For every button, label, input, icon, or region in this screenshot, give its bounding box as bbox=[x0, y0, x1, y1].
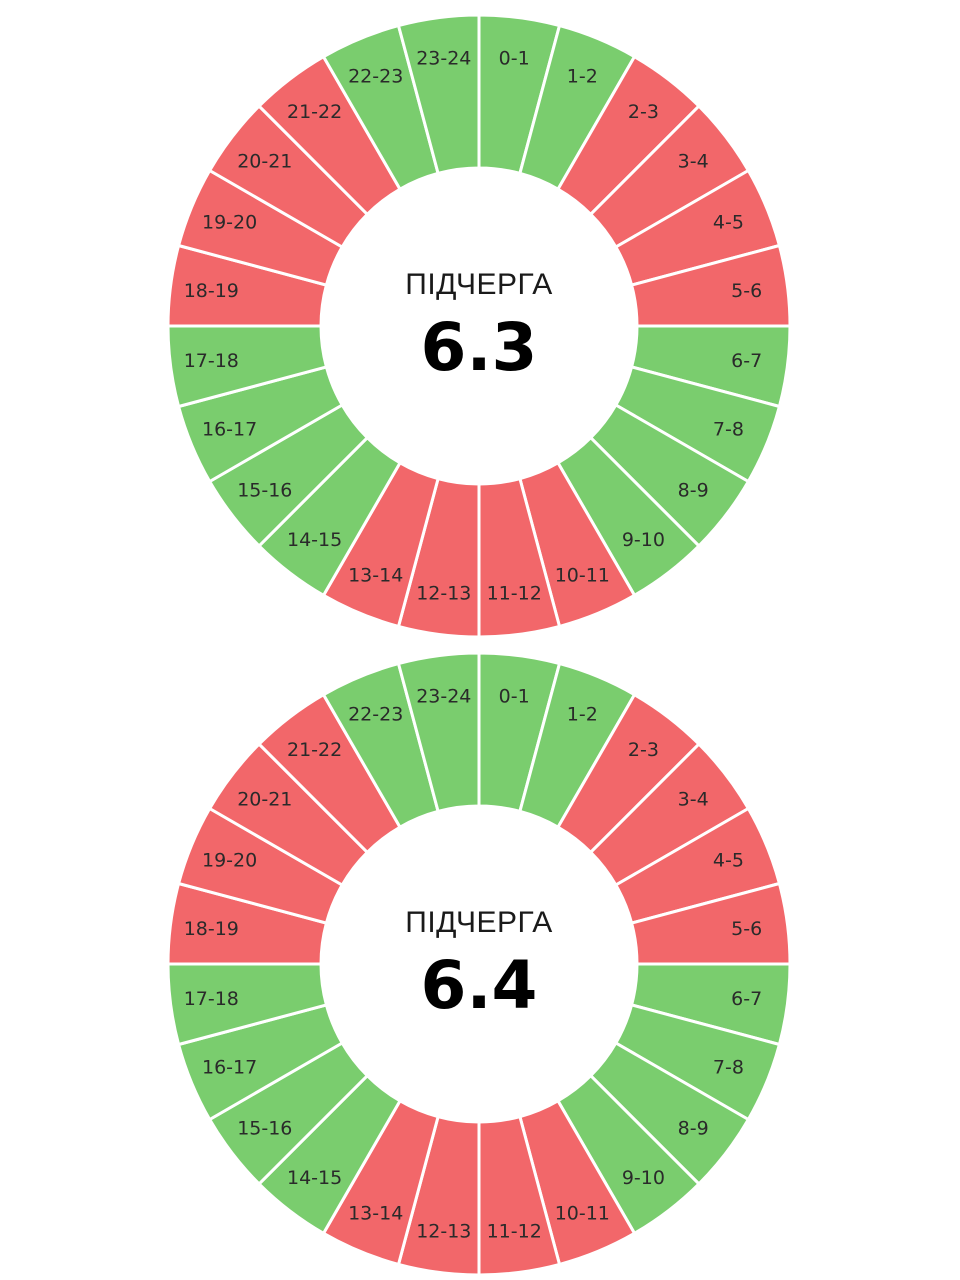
hour-label-16-17: 16-17 bbox=[202, 418, 257, 440]
queue-dial-6-3: 0-1 1-2 2-3 3-4 4-5 5-6 6-7 7-8 8-9 9-10 10-11 11-1… bbox=[166, 13, 792, 639]
dial-title: ПІДЧЕРГА bbox=[405, 906, 552, 939]
hour-label-20-21: 20-21 bbox=[237, 789, 292, 811]
hour-segments bbox=[166, 13, 792, 639]
hour-label-12-13: 12-13 bbox=[416, 583, 471, 605]
hour-labels: 0-1 1-2 2-3 3-4 4-5 5-6 6-7 7-8 8-9 9-10 10-11 11-1… bbox=[184, 47, 763, 604]
hour-label-3-4: 3-4 bbox=[678, 789, 709, 811]
hour-segment-23-24 bbox=[396, 13, 481, 176]
queue-dial-6-4: 0-1 1-2 2-3 3-4 4-5 5-6 6-7 7-8 8-9 9-10 10-11 11-1… bbox=[166, 651, 792, 1277]
hour-label-5-6: 5-6 bbox=[731, 280, 762, 302]
hour-label-17-18: 17-18 bbox=[184, 988, 239, 1010]
hour-label-19-20: 19-20 bbox=[202, 212, 257, 234]
hour-label-6-7: 6-7 bbox=[731, 988, 762, 1010]
hour-label-21-22: 21-22 bbox=[287, 739, 342, 761]
hour-label-7-8: 7-8 bbox=[713, 418, 744, 440]
hour-label-13-14: 13-14 bbox=[348, 1202, 403, 1224]
hour-label-14-15: 14-15 bbox=[287, 529, 342, 551]
hour-label-20-21: 20-21 bbox=[237, 151, 292, 173]
hour-label-8-9: 8-9 bbox=[678, 479, 709, 501]
hour-label-5-6: 5-6 bbox=[731, 918, 762, 940]
hour-label-8-9: 8-9 bbox=[678, 1117, 709, 1139]
hour-label-21-22: 21-22 bbox=[287, 101, 342, 123]
hour-label-15-16: 15-16 bbox=[237, 1117, 292, 1139]
hour-label-4-5: 4-5 bbox=[713, 850, 744, 872]
hour-label-2-3: 2-3 bbox=[628, 739, 659, 761]
hour-label-12-13: 12-13 bbox=[416, 1221, 471, 1243]
dial-number: 6.4 bbox=[421, 947, 538, 1024]
hour-label-23-24: 23-24 bbox=[416, 685, 471, 707]
hour-segments bbox=[166, 651, 792, 1277]
hour-label-22-23: 22-23 bbox=[348, 66, 403, 88]
hour-label-18-19: 18-19 bbox=[184, 918, 239, 940]
hour-label-6-7: 6-7 bbox=[731, 350, 762, 372]
hour-label-18-19: 18-19 bbox=[184, 280, 239, 302]
hour-label-19-20: 19-20 bbox=[202, 850, 257, 872]
hour-label-0-1: 0-1 bbox=[499, 47, 530, 69]
hour-label-14-15: 14-15 bbox=[287, 1167, 342, 1189]
hour-label-3-4: 3-4 bbox=[678, 151, 709, 173]
hour-label-1-2: 1-2 bbox=[567, 66, 598, 88]
dial-number: 6.3 bbox=[421, 309, 538, 386]
hour-segment-23-24 bbox=[396, 651, 481, 814]
hour-label-4-5: 4-5 bbox=[713, 212, 744, 234]
hour-label-13-14: 13-14 bbox=[348, 564, 403, 586]
hour-label-9-10: 9-10 bbox=[622, 529, 665, 551]
hour-label-1-2: 1-2 bbox=[567, 704, 598, 726]
hour-label-10-11: 10-11 bbox=[555, 564, 610, 586]
hour-label-11-12: 11-12 bbox=[487, 583, 542, 605]
hour-label-23-24: 23-24 bbox=[416, 47, 471, 69]
dial-title: ПІДЧЕРГА bbox=[405, 268, 552, 301]
hour-label-11-12: 11-12 bbox=[487, 1221, 542, 1243]
hour-label-9-10: 9-10 bbox=[622, 1167, 665, 1189]
hour-labels: 0-1 1-2 2-3 3-4 4-5 5-6 6-7 7-8 8-9 9-10 10-11 11-1… bbox=[184, 685, 763, 1242]
hour-label-0-1: 0-1 bbox=[499, 685, 530, 707]
hour-label-22-23: 22-23 bbox=[348, 704, 403, 726]
hour-label-15-16: 15-16 bbox=[237, 479, 292, 501]
hour-label-17-18: 17-18 bbox=[184, 350, 239, 372]
hour-label-2-3: 2-3 bbox=[628, 101, 659, 123]
hour-label-10-11: 10-11 bbox=[555, 1202, 610, 1224]
hour-label-16-17: 16-17 bbox=[202, 1056, 257, 1078]
hour-label-7-8: 7-8 bbox=[713, 1056, 744, 1078]
